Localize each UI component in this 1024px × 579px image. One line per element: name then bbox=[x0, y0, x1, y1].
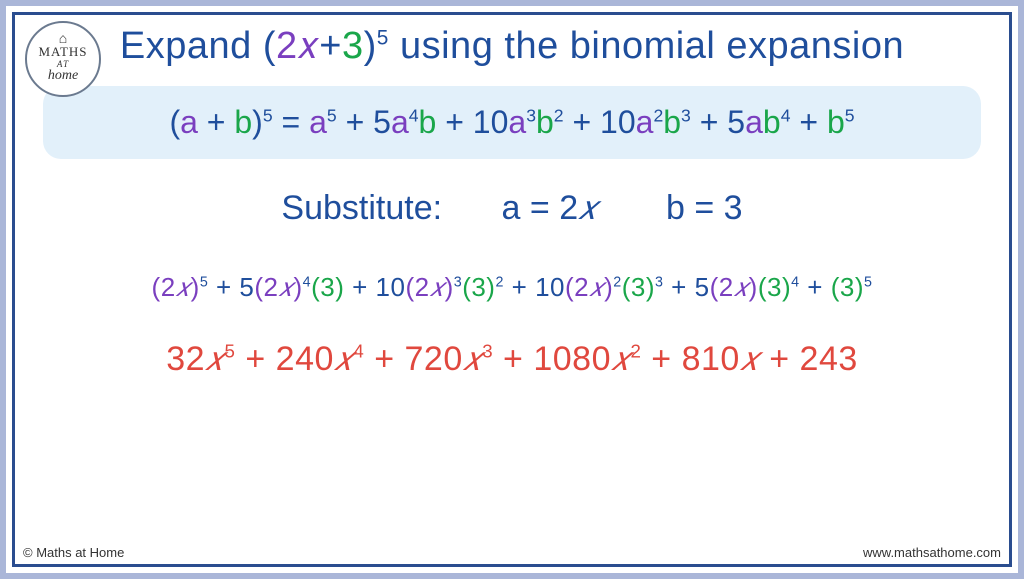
inner-frame: ⌂ MATHS AT home Expand (2𝑥+3)5 using the… bbox=[12, 12, 1012, 567]
title-exp: 5 bbox=[377, 26, 389, 49]
title-a: 2𝑥 bbox=[276, 25, 319, 67]
formula-rhs: a5 + 5a4b + 10a3b2 + 10a2b3 + 5ab4 + b5 bbox=[309, 104, 854, 140]
outer-frame: ⌂ MATHS AT home Expand (2𝑥+3)5 using the… bbox=[0, 0, 1024, 579]
expanded-substitution: (2𝑥)5 + 5(2𝑥)4(3) + 10(2𝑥)3(3)2 + 10(2𝑥)… bbox=[15, 272, 1009, 304]
final-result: 32𝑥5 + 240𝑥4 + 720𝑥3 + 1080𝑥2 + 810𝑥 + 2… bbox=[15, 340, 1009, 379]
title-b: 3 bbox=[342, 25, 364, 67]
formula-lhs: (a + b)5 = bbox=[169, 104, 309, 140]
title-text-2: using the binomial expansion bbox=[389, 25, 904, 67]
title-close: ) bbox=[364, 25, 377, 67]
subst-a: a = 2𝑥 bbox=[502, 189, 598, 227]
title-plus: + bbox=[319, 25, 342, 67]
subst-label: Substitute: bbox=[281, 189, 442, 227]
title-text-1: Expand ( bbox=[120, 25, 276, 67]
footer-right: www.mathsathome.com bbox=[863, 545, 1001, 560]
footer-left: © Maths at Home bbox=[23, 545, 124, 560]
logo-line1: MATHS bbox=[38, 45, 87, 59]
formula-box: (a + b)5 = a5 + 5a4b + 10a3b2 + 10a2b3 +… bbox=[43, 86, 981, 159]
page-title: Expand (2𝑥+3)5 using the binomial expans… bbox=[15, 15, 1009, 68]
logo-badge: ⌂ MATHS AT home bbox=[25, 21, 101, 97]
subst-b: b = 3 bbox=[666, 189, 743, 227]
logo-line3: home bbox=[48, 69, 78, 83]
substitute-line: Substitute: a = 2𝑥 b = 3 bbox=[15, 189, 1009, 228]
